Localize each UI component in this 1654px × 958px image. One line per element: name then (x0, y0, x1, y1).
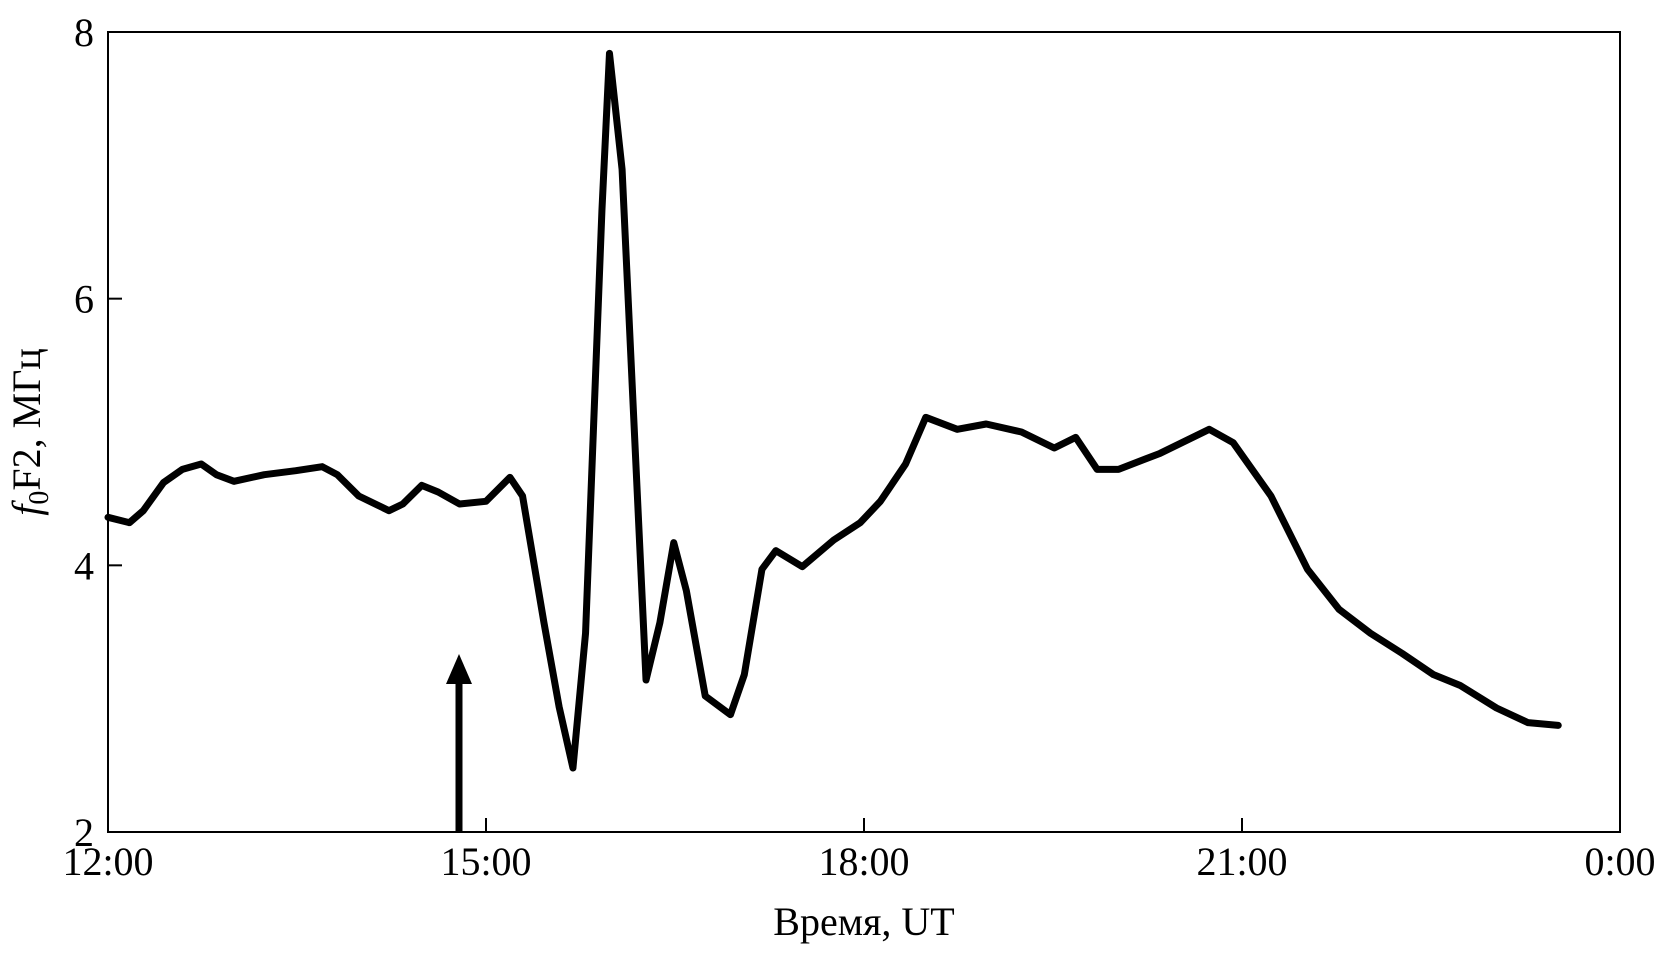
data-line (104, 49, 1562, 772)
plot-frame (107, 31, 1621, 833)
y-tick-label: 6 (74, 277, 94, 322)
x-tick-label: 21:00 (1196, 839, 1287, 884)
x-tick-label: 0:00 (1584, 839, 1654, 884)
y-axis-label: f0F2, МГц (4, 348, 55, 515)
y-tick-label: 4 (74, 543, 94, 588)
x-tick-label: 18:00 (818, 839, 909, 884)
y-label-part: F2, МГц (4, 348, 49, 490)
event-arrow (446, 654, 472, 832)
x-tick-label: 15:00 (440, 839, 531, 884)
y-tick-label: 8 (74, 10, 94, 55)
y-tick-label: 2 (74, 810, 94, 855)
y-label-part: 0 (24, 491, 55, 505)
x-tick-label: 12:00 (62, 839, 153, 884)
x-axis-label: Время, UT (773, 899, 954, 944)
